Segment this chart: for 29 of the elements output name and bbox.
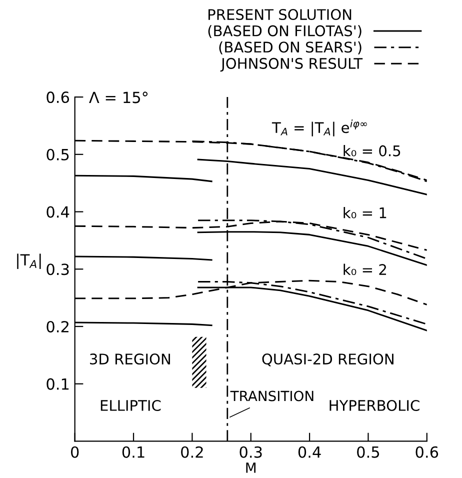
annotation: k₀ = 2 bbox=[344, 264, 386, 276]
annotation: HYPERBOLIC bbox=[330, 400, 420, 412]
x-tick-label: 0 bbox=[70, 446, 79, 458]
x-tick-label: 0.2 bbox=[181, 446, 203, 458]
annotation: k₀ = 1 bbox=[344, 206, 386, 218]
annotation: k₀ = 0.5 bbox=[344, 145, 400, 156]
x-tick-label: 0.5 bbox=[357, 446, 380, 458]
legend-title: PRESENT SOLUTION bbox=[208, 9, 352, 20]
legend-label: (BASED ON FILOTAS') bbox=[208, 25, 362, 38]
y-tick-label: 0.2 bbox=[46, 320, 68, 332]
x-tick-label: 0.3 bbox=[240, 446, 262, 458]
y-tick-label: 0.3 bbox=[46, 264, 69, 276]
y-axis-title: |T$_{A}$| bbox=[17, 254, 41, 269]
legend-label: (BASED ON SEARS') bbox=[219, 41, 362, 54]
y-tick-label: 0.1 bbox=[46, 378, 69, 390]
ref-line-label: TRANSITION bbox=[230, 390, 314, 402]
y-tick-label: 0.4 bbox=[46, 206, 70, 218]
x-tick-label: 0.4 bbox=[298, 446, 321, 458]
x-tick-label: 0.6 bbox=[416, 446, 438, 458]
annotation: QUASI-2D REGION bbox=[262, 354, 394, 366]
legend-label: JOHNSON'S RESULT bbox=[220, 58, 363, 72]
annotation: 3D REGION bbox=[90, 354, 170, 365]
annotation: ELLIPTIC bbox=[100, 400, 161, 412]
x-axis-title: M bbox=[246, 462, 256, 473]
annotation: Λ = 15° bbox=[89, 92, 148, 104]
x-tick-label: 0.1 bbox=[122, 446, 144, 458]
y-tick-label: 0.6 bbox=[46, 92, 70, 104]
annotation: T$_{A}$ = |T$_{A}$| e$^{iφ∞}$ bbox=[272, 120, 367, 136]
y-tick-label: 0.5 bbox=[46, 148, 69, 160]
